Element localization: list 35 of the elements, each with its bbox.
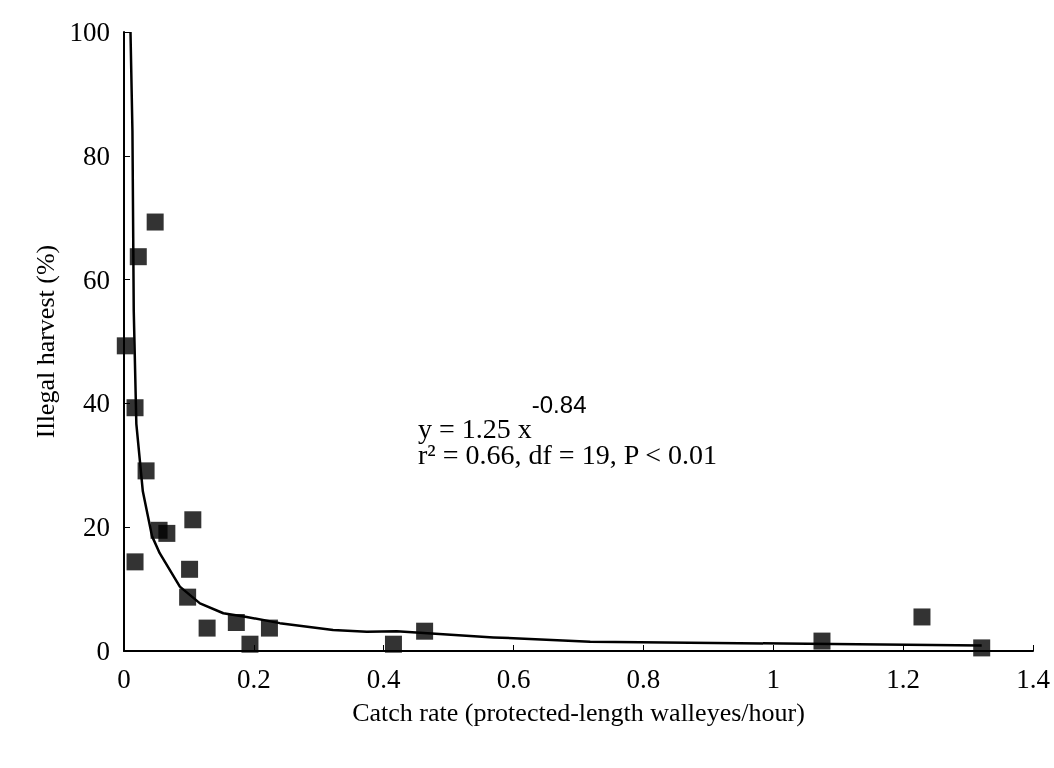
x-tick-label: 0	[117, 663, 131, 694]
point	[116, 337, 134, 355]
y-tick-label: 80	[83, 140, 110, 171]
point	[126, 553, 144, 571]
y-tick-label: 40	[83, 388, 110, 419]
x-tick-label: 0.2	[236, 663, 271, 694]
point	[181, 560, 199, 578]
x-tick-label: 0.8	[626, 663, 661, 694]
x-tick-label: 0.6	[496, 663, 531, 694]
point	[146, 213, 164, 231]
x-tick-label: 1	[766, 663, 781, 694]
point	[126, 399, 144, 417]
y-tick-label: 100	[69, 17, 110, 47]
y-tick-label: 20	[83, 512, 110, 543]
point	[913, 608, 931, 626]
point	[137, 462, 155, 480]
x-tick-label: 0.4	[366, 663, 402, 694]
point	[158, 524, 176, 542]
x-tick-label: 1.4	[1016, 663, 1051, 694]
point	[973, 639, 991, 657]
point	[813, 632, 831, 650]
point	[416, 622, 434, 640]
point	[227, 614, 245, 632]
y-tick-label: 0	[96, 636, 110, 666]
point	[179, 588, 197, 606]
y-tick-label: 60	[83, 264, 110, 295]
point	[260, 619, 278, 637]
point	[129, 248, 147, 266]
x-tick-label: 1.2	[886, 663, 921, 694]
x-axis-title: Catch rate (protected-length walleyes/hour)	[352, 697, 805, 727]
point	[241, 635, 259, 653]
point	[198, 619, 216, 637]
point	[184, 511, 202, 529]
y-axis-title: Illegal harvest (%)	[31, 244, 61, 439]
point	[384, 635, 402, 653]
